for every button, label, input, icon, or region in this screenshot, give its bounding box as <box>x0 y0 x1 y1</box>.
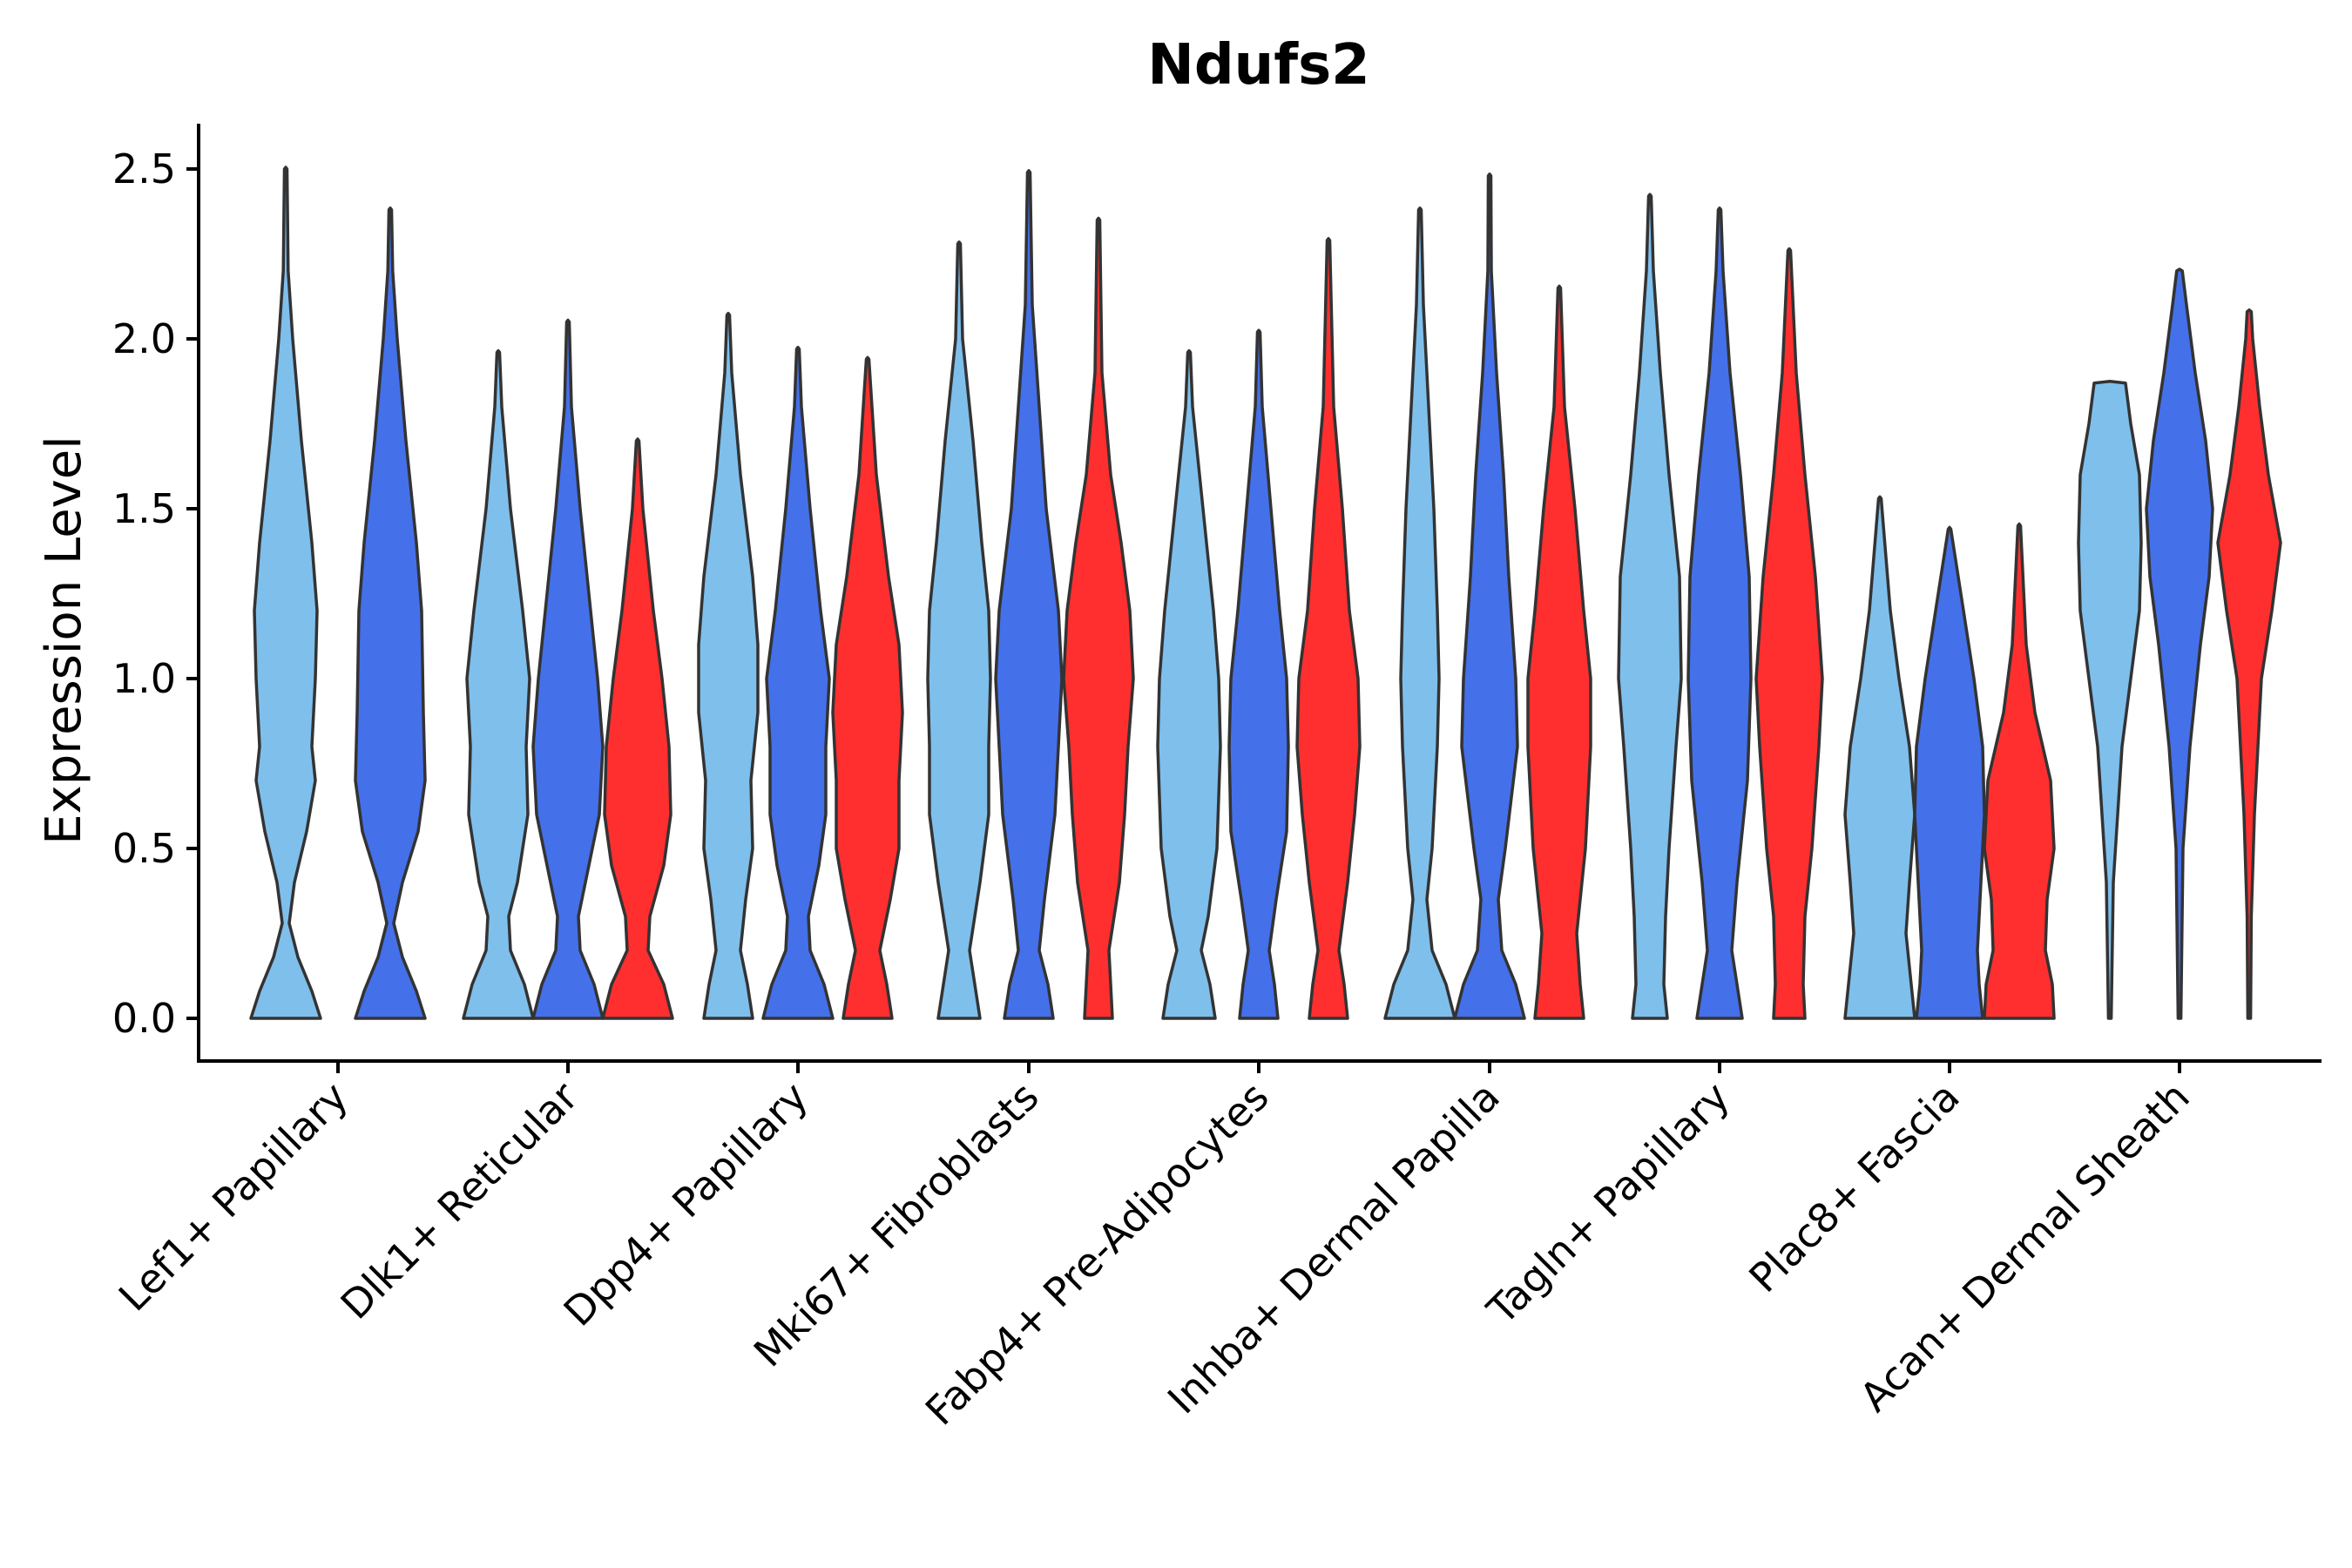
violin-8-1 <box>1843 495 1916 1020</box>
violin-4-3 <box>1062 216 1135 1020</box>
violin-1-2 <box>354 206 427 1020</box>
violin-6-2 <box>1453 172 1526 1020</box>
x-tick-label: Tagln+ Papillary <box>1477 1073 1739 1335</box>
violin-8-2 <box>1913 525 1986 1020</box>
y-tick-label: 1.5 <box>112 485 176 532</box>
y-tick-label: 0.0 <box>112 995 176 1042</box>
violin-6-3 <box>1526 284 1592 1020</box>
violins-layer <box>249 166 2282 1020</box>
chart-title: Ndufs2 <box>1147 33 1369 98</box>
y-axis: 0.0 0.5 1.0 1.5 2.0 2.5 <box>112 124 200 1061</box>
violin-2-3 <box>601 437 674 1020</box>
violin-2-1 <box>462 348 535 1020</box>
y-tick-label: 2.5 <box>112 145 176 193</box>
y-tick-label: 2.0 <box>112 315 176 362</box>
violin-7-1 <box>1617 193 1683 1020</box>
violin-5-3 <box>1295 237 1362 1020</box>
violin-4-1 <box>926 240 992 1020</box>
violin-7-2 <box>1686 206 1753 1020</box>
x-tick-label: Plac8+ Fascia <box>1740 1073 1968 1301</box>
violin-3-3 <box>831 355 904 1020</box>
y-tick-label: 0.5 <box>112 825 176 872</box>
violin-3-1 <box>697 311 760 1020</box>
y-tick-label: 1.0 <box>112 655 176 702</box>
violin-4-2 <box>994 169 1064 1020</box>
violin-8-3 <box>1983 522 2056 1020</box>
violin-5-1 <box>1156 348 1222 1020</box>
x-tick-label: Lef1+ Papillary <box>110 1073 357 1321</box>
violin-5-2 <box>1227 328 1290 1020</box>
violin-3-2 <box>761 345 835 1020</box>
violin-9-2 <box>2145 267 2214 1020</box>
violin-1-1 <box>249 166 322 1020</box>
y-axis-label: Expression Level <box>36 436 92 845</box>
violin-9-3 <box>2216 308 2282 1020</box>
violin-9-1 <box>2077 379 2143 1020</box>
violin-2-2 <box>531 318 605 1020</box>
x-tick-label: Dlk1+ Reticular <box>332 1073 587 1328</box>
violin-7-3 <box>1754 247 1824 1020</box>
x-tick-label: Dpp4+ Papillary <box>555 1073 817 1335</box>
violin-6-1 <box>1383 206 1456 1020</box>
